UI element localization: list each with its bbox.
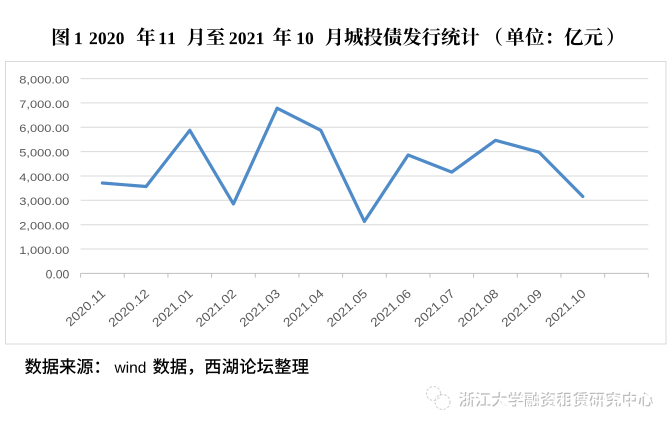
svg-text:1,000.00: 1,000.00	[19, 244, 69, 257]
svg-text:3,000.00: 3,000.00	[19, 195, 69, 208]
svg-text:2021.02: 2021.02	[193, 286, 239, 330]
svg-text:4,000.00: 4,000.00	[19, 171, 69, 184]
svg-text:2021.01: 2021.01	[149, 286, 195, 330]
svg-text:6,000.00: 6,000.00	[19, 122, 69, 135]
svg-text:7,000.00: 7,000.00	[19, 97, 69, 110]
svg-text:0.00: 0.00	[46, 268, 70, 282]
svg-text:2020.11: 2020.11	[63, 286, 109, 329]
svg-text:2021.04: 2021.04	[280, 286, 326, 330]
svg-text:5,000.00: 5,000.00	[19, 146, 69, 159]
svg-text:2021.03: 2021.03	[237, 286, 283, 330]
svg-text:2021.07: 2021.07	[411, 286, 457, 330]
svg-text:2021.08: 2021.08	[455, 286, 501, 330]
svg-text:2,000.00: 2,000.00	[19, 219, 69, 232]
svg-text:2021.05: 2021.05	[324, 286, 370, 330]
svg-text:2021.09: 2021.09	[499, 286, 545, 330]
svg-text:8,000.00: 8,000.00	[19, 73, 69, 86]
svg-text:2021.10: 2021.10	[542, 286, 588, 330]
svg-text:2020.12: 2020.12	[106, 286, 152, 330]
svg-text:2021.06: 2021.06	[368, 286, 414, 330]
